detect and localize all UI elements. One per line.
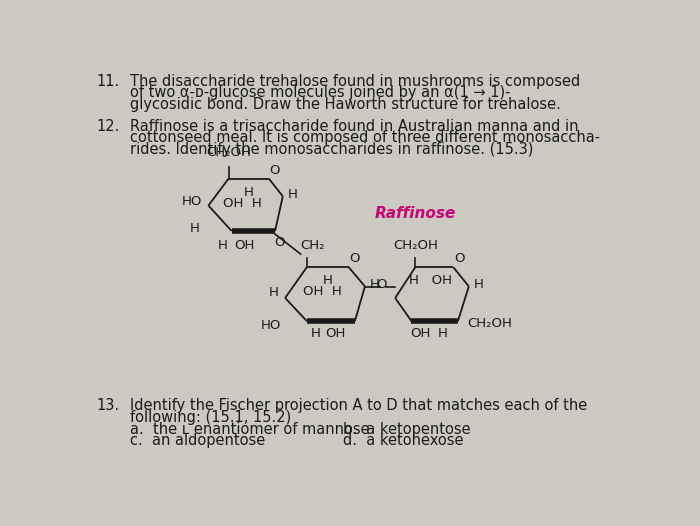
Text: H: H [473, 278, 483, 290]
Text: O: O [349, 252, 360, 265]
Text: 12.: 12. [97, 118, 120, 134]
Text: Raffinose is a trisaccharide found in Australian manna and in: Raffinose is a trisaccharide found in Au… [130, 118, 579, 134]
Text: H: H [288, 188, 298, 200]
Text: CH₂OH: CH₂OH [206, 146, 251, 159]
Text: CH₂OH: CH₂OH [468, 317, 512, 330]
Text: H: H [312, 327, 321, 340]
Text: O: O [274, 236, 285, 249]
Text: c.  an aldopentose: c. an aldopentose [130, 433, 265, 449]
Text: Raffinose: Raffinose [374, 206, 456, 221]
Text: OH  H: OH H [223, 197, 262, 210]
Text: CH₂OH: CH₂OH [393, 239, 438, 252]
Text: HO: HO [261, 319, 281, 332]
Text: rides. Identify the monosaccharides in raffinose. (15.3): rides. Identify the monosaccharides in r… [130, 141, 533, 157]
Text: following: (15.1, 15.2): following: (15.1, 15.2) [130, 410, 291, 424]
Text: HO: HO [182, 195, 202, 208]
Text: H: H [438, 327, 447, 340]
Text: cottonseed meal. It is composed of three different monosaccha-: cottonseed meal. It is composed of three… [130, 130, 601, 145]
Text: d.  a ketohexose: d. a ketohexose [343, 433, 463, 449]
Text: O: O [454, 252, 465, 265]
Text: b.  a ketopentose: b. a ketopentose [343, 422, 471, 437]
Text: OH: OH [326, 327, 346, 340]
Text: OH: OH [234, 239, 254, 251]
Text: H: H [370, 278, 379, 290]
Text: O: O [269, 164, 279, 177]
Text: The disaccharide trehalose found in mushrooms is composed: The disaccharide trehalose found in mush… [130, 74, 580, 89]
Text: O: O [376, 278, 386, 291]
Text: glycosidic bond. Draw the Haworth structure for trehalose.: glycosidic bond. Draw the Haworth struct… [130, 97, 561, 112]
Text: H: H [190, 222, 200, 235]
Text: 11.: 11. [97, 74, 120, 89]
Text: H   OH: H OH [410, 274, 452, 287]
Text: H: H [244, 186, 253, 199]
Text: of two α-ᴅ-glucose molecules joined by an α(1 → 1)-: of two α-ᴅ-glucose molecules joined by a… [130, 85, 510, 100]
Text: 13.: 13. [97, 398, 120, 413]
Text: OH  H: OH H [303, 285, 342, 298]
Text: a.  the ʟ enantiomer of mannose: a. the ʟ enantiomer of mannose [130, 422, 370, 437]
Text: OH: OH [411, 327, 431, 340]
Text: Identify the Fischer projection A to D that matches each of the: Identify the Fischer projection A to D t… [130, 398, 587, 413]
Text: H: H [218, 239, 228, 251]
Text: H: H [269, 286, 279, 299]
Text: CH₂: CH₂ [300, 239, 325, 252]
Text: H: H [323, 274, 332, 287]
